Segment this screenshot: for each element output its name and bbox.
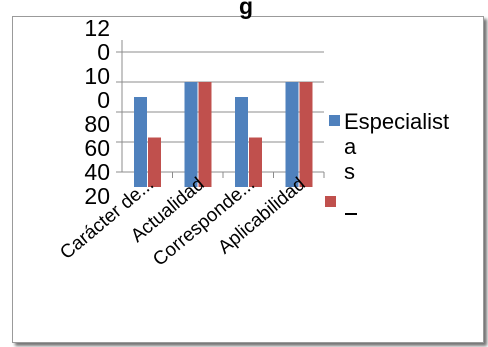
y-tick-label: 0 (97, 39, 110, 65)
y-tick-label: 0 (97, 87, 110, 113)
y-tick-label: 12 (84, 15, 110, 41)
legend-swatch (325, 196, 336, 207)
bars (134, 82, 313, 187)
bar (249, 137, 262, 187)
legend-label: Especialist (344, 109, 449, 134)
bar (285, 82, 299, 187)
bar (148, 137, 161, 187)
bar (198, 82, 212, 187)
y-tick-label: 40 (84, 159, 110, 185)
legend-label: s (344, 159, 355, 184)
bar (184, 82, 198, 187)
y-tick-label: 10 (84, 63, 110, 89)
legend-swatch (329, 115, 340, 126)
bar (235, 97, 248, 187)
y-tick-label: 20 (84, 183, 110, 209)
y-tick-label: 60 (84, 135, 110, 161)
bar (134, 97, 147, 187)
legend-text-fragment (345, 213, 357, 215)
chart-title-fragment: g (239, 0, 253, 19)
bar (299, 82, 313, 187)
legend-label: a (344, 134, 357, 159)
y-tick-label: 80 (84, 111, 110, 137)
